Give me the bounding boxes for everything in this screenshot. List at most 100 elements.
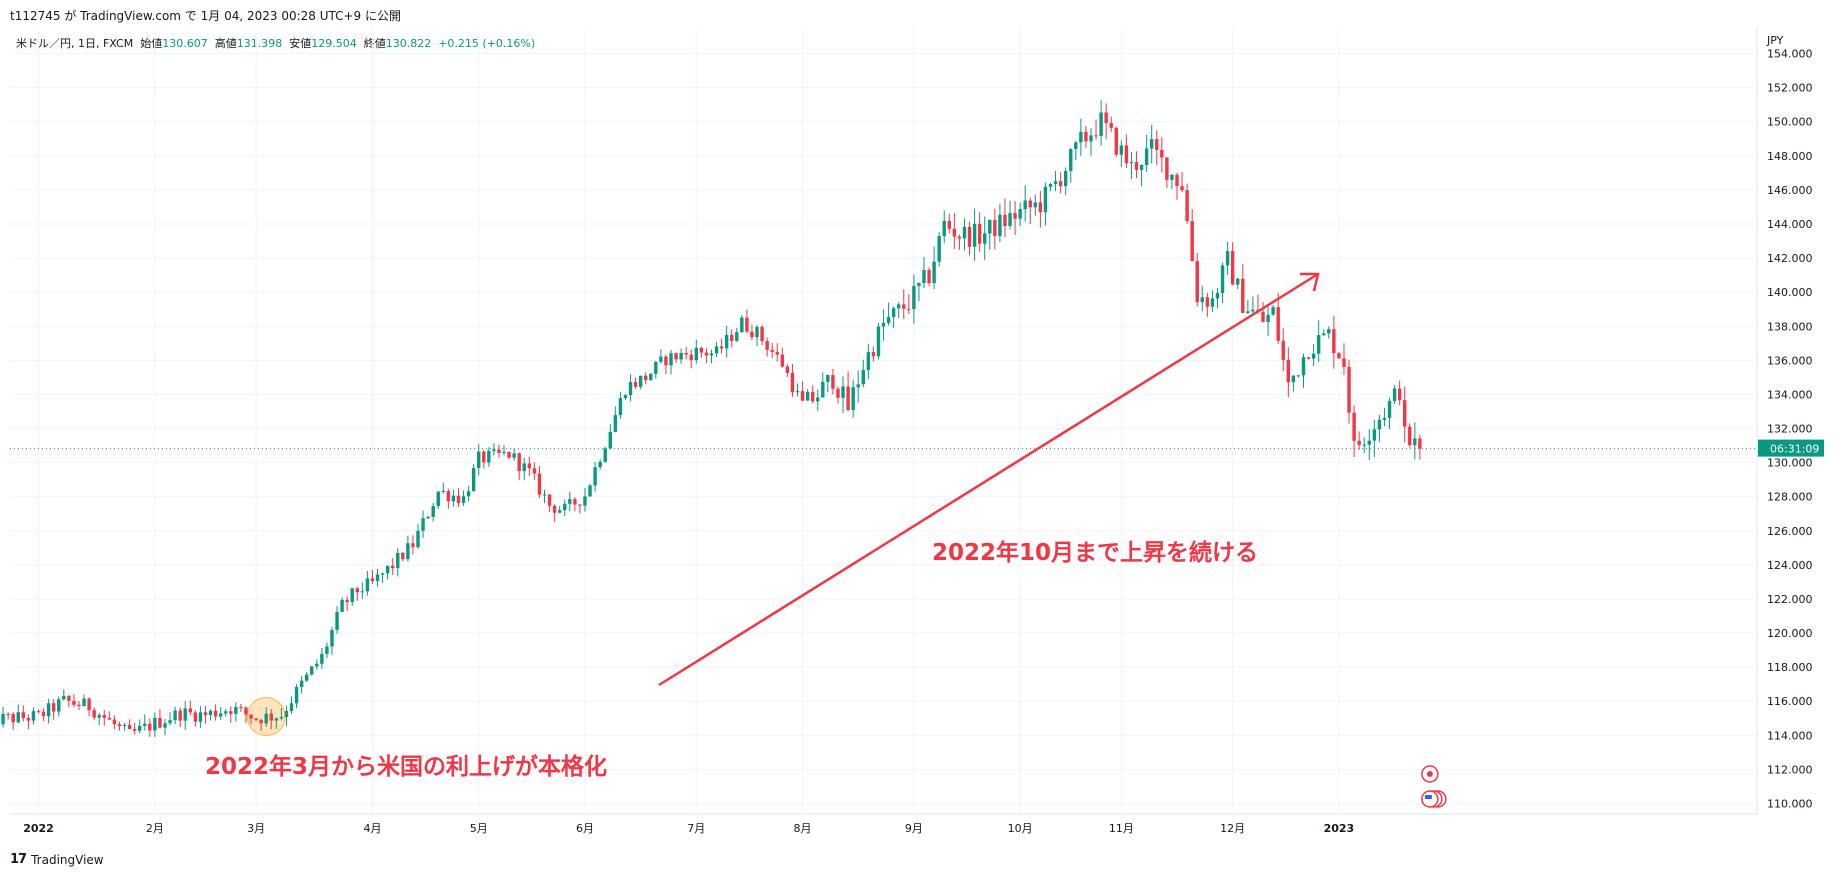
candle-body: [46, 703, 51, 717]
candle-body: [745, 317, 749, 332]
candle-body: [512, 453, 516, 458]
candle-body: [1134, 162, 1139, 170]
candle-body: [406, 543, 410, 560]
candle-body: [477, 451, 481, 469]
candle-body: [750, 331, 754, 338]
candle-body: [57, 699, 61, 712]
candle-body: [360, 591, 365, 593]
y-tick-label: 132.000: [1767, 423, 1813, 436]
candle-body: [1023, 200, 1027, 210]
candle-body: [568, 499, 572, 504]
candle-body: [724, 334, 729, 349]
candle-body: [274, 718, 279, 721]
note-october: 2022年10月まで上昇を続ける: [932, 540, 1259, 566]
candle-body: [375, 574, 380, 582]
candle-body: [1144, 148, 1149, 165]
chart-grid: [10, 28, 1757, 812]
footer-brand[interactable]: TradingView: [31, 852, 104, 867]
candle-body: [1195, 261, 1199, 303]
candle-body: [183, 708, 187, 721]
y-tick-label: 138.000: [1767, 320, 1813, 333]
candle-body: [638, 375, 643, 387]
candle-body: [593, 467, 597, 486]
candle-body: [1387, 400, 1392, 418]
candle-body: [1332, 329, 1336, 354]
candle-body: [573, 499, 577, 505]
candle-body: [927, 270, 931, 284]
candle-body: [649, 373, 653, 381]
candle-body: [603, 448, 607, 462]
candle-body: [704, 352, 709, 356]
candle-body: [1342, 358, 1346, 367]
candle-body: [694, 347, 698, 361]
symbol-legend: 米ドル／円, 1日, FXCM 始値130.607 高値131.398 安値12…: [16, 35, 535, 51]
candle-body: [1367, 440, 1371, 445]
legend-symbol[interactable]: 米ドル／円, 1日, FXCM: [16, 37, 134, 50]
candle-body: [132, 729, 137, 731]
candle-body: [1074, 142, 1078, 150]
candle-body: [527, 463, 532, 469]
candle-body: [21, 712, 26, 719]
candle-body: [1094, 135, 1098, 137]
candle-body: [107, 717, 112, 720]
candle-body: [876, 326, 881, 357]
candle-body: [471, 468, 476, 492]
candle-body: [942, 220, 946, 237]
candle-body: [740, 317, 744, 333]
candle-body: [1230, 251, 1235, 285]
candle-body: [350, 588, 354, 603]
candle-body: [325, 646, 329, 654]
candle-body: [143, 723, 147, 726]
candle-body: [1397, 388, 1402, 401]
candle-body: [881, 322, 886, 327]
candle-body: [77, 704, 81, 707]
candle-body: [770, 349, 774, 352]
candle-body: [947, 220, 951, 229]
trend-arrow-line: [658, 272, 1319, 687]
candle-body: [6, 713, 10, 715]
candle-body: [1377, 419, 1382, 430]
candle-body: [1322, 333, 1326, 336]
candle-body: [957, 236, 962, 239]
candle-body: [279, 717, 284, 719]
x-tick-label: 12月: [1220, 822, 1245, 835]
candle-body: [1225, 251, 1230, 266]
candle-body: [689, 354, 693, 361]
candle-body: [1119, 145, 1124, 155]
candle-body: [345, 599, 349, 603]
candle-body: [836, 388, 840, 398]
candle-body: [127, 724, 132, 730]
y-tick-label: 114.000: [1767, 729, 1813, 742]
candle-body: [310, 666, 314, 675]
candle-body: [1301, 357, 1306, 376]
price-tag: [1758, 439, 1824, 457]
candle-body: [983, 233, 987, 244]
candle-body: [461, 496, 466, 503]
candle-body: [62, 695, 66, 700]
candle-body: [1129, 162, 1134, 164]
y-tick-label: 112.000: [1767, 763, 1813, 776]
y-tick-label: 146.000: [1767, 184, 1813, 197]
candle-body: [158, 717, 162, 728]
candle-body: [320, 653, 324, 664]
y-tick-label: 140.000: [1767, 286, 1813, 299]
legend-open-value: 130.607: [162, 37, 208, 50]
candle-body: [644, 375, 648, 381]
candle-body: [117, 724, 122, 726]
candle-body: [1033, 202, 1038, 208]
candle-body: [315, 663, 319, 667]
candle-body: [82, 698, 86, 707]
candle-body: [1190, 221, 1194, 262]
candle-body: [1114, 127, 1118, 155]
candle-body: [1210, 298, 1215, 307]
candle-body: [871, 352, 876, 357]
candle-body: [552, 505, 557, 513]
candle-body: [1418, 438, 1422, 449]
candle-body: [1003, 214, 1007, 227]
price-tag-label: 06:31:09: [1770, 443, 1819, 456]
candle-body: [669, 353, 673, 366]
candle-body: [1018, 209, 1022, 219]
candle-body: [856, 384, 860, 388]
candle-body: [1089, 135, 1093, 142]
